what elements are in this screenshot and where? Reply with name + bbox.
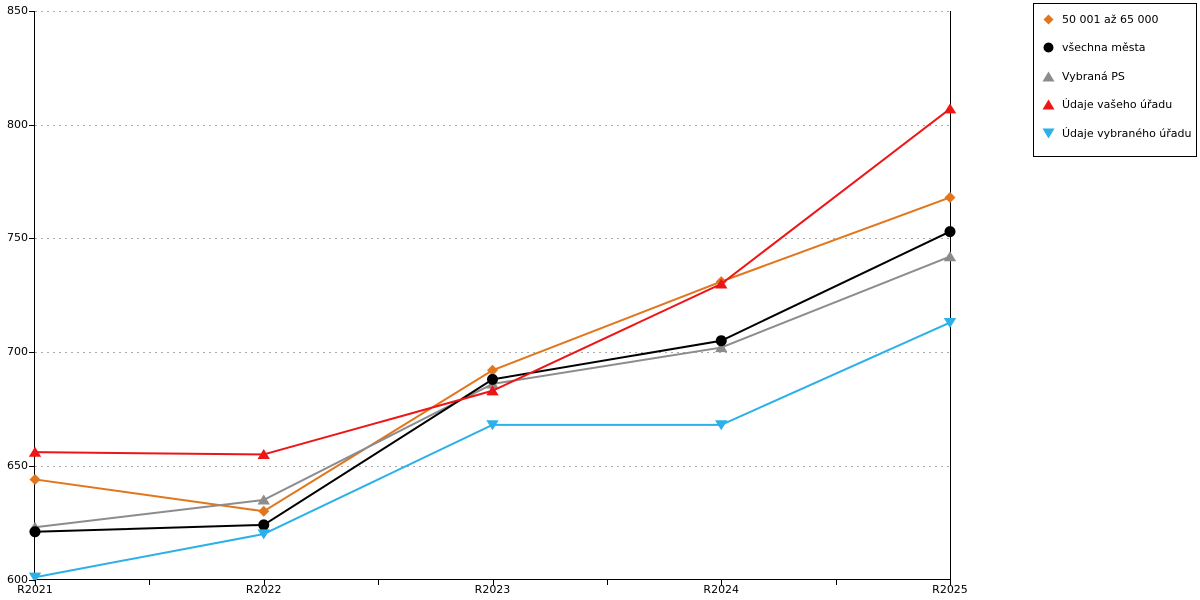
triangle-up-marker-icon [1042, 71, 1055, 82]
data-point-marker [258, 505, 270, 517]
legend-item: 50 001 až 65 000 [1042, 5, 1196, 34]
legend-item: Údaje vašeho úřadu [1042, 91, 1196, 120]
data-point-marker [487, 373, 498, 385]
series-line [34, 321, 951, 579]
y-tick-label: 750 [7, 231, 28, 245]
legend-item-label: 50 001 až 65 000 [1062, 12, 1159, 26]
x-tick-mark [950, 580, 951, 585]
series-50-001-až-65-000 [29, 191, 956, 517]
data-point-marker [715, 342, 728, 353]
x-tick-mark [378, 580, 379, 585]
diamond-marker-icon [1043, 14, 1054, 25]
legend-item-label: Údaje vybraného úřadu [1062, 126, 1192, 140]
series-údaje-vybraného-úřadu [28, 317, 957, 583]
y-tick-label: 850 [7, 4, 28, 17]
triangle-down-marker-icon [1042, 128, 1055, 139]
data-point-marker [486, 420, 499, 431]
series-line [34, 196, 951, 513]
legend: 50 001 až 65 000 všechna města Vybraná PS Ú… [1033, 3, 1197, 157]
x-tick-label: R2025 [932, 583, 968, 596]
data-point-marker [944, 191, 956, 203]
x-tick-label: R2024 [703, 583, 740, 596]
plot-area [28, 11, 957, 583]
y-tick-mark [29, 580, 35, 581]
data-point-marker [943, 317, 957, 328]
legend-item-label: Údaje vašeho úřadu [1062, 98, 1173, 112]
data-point-marker [487, 364, 498, 376]
data-point-marker [943, 103, 957, 114]
data-point-marker [943, 251, 957, 262]
legend-item: Údaje vybraného úřadu [1042, 119, 1196, 148]
series-údaje-vašeho-úřadu [28, 103, 957, 460]
series-line [34, 107, 951, 456]
data-point-marker [486, 385, 499, 396]
data-point-marker [715, 335, 727, 347]
data-point-marker [257, 529, 270, 540]
y-tick-label: 700 [7, 345, 28, 359]
x-tick-label: R2022 [245, 583, 282, 596]
x-tick-mark [607, 580, 608, 585]
data-point-marker [715, 420, 728, 431]
x-tick-mark [721, 580, 722, 585]
x-tick-label: R2023 [474, 583, 511, 596]
legend-item-label: Vybraná PS [1062, 69, 1125, 83]
circle-marker-icon [1043, 42, 1054, 53]
y-tick-label: 600 [7, 572, 28, 586]
y-tick-mark [29, 352, 35, 353]
y-tick-mark [29, 11, 35, 12]
data-point-marker [28, 572, 42, 583]
chart-canvas [28, 11, 957, 583]
data-point-marker [715, 278, 728, 289]
series-všechna-města [29, 226, 956, 538]
x-tick-mark [836, 580, 837, 585]
data-point-marker [257, 449, 270, 460]
x-tick-mark [149, 580, 150, 585]
y-tick-mark [29, 125, 35, 126]
x-tick-mark [264, 580, 265, 585]
x-tick-mark [493, 580, 494, 585]
legend-item: Vybraná PS [1042, 62, 1196, 91]
data-point-marker [29, 473, 41, 485]
triangle-up-marker-icon [1042, 99, 1055, 110]
legend-item-label: všechna města [1062, 41, 1146, 55]
x-tick-mark [35, 580, 36, 585]
data-point-marker [944, 226, 956, 238]
y-tick-mark [29, 466, 35, 467]
y-tick-label: 650 [7, 458, 28, 472]
data-point-marker [28, 446, 42, 457]
data-point-marker [29, 526, 41, 538]
data-point-marker [257, 494, 270, 505]
y-tick-label: 800 [7, 117, 28, 131]
legend-item: všechna města [1042, 34, 1196, 63]
data-point-marker [258, 519, 270, 531]
y-tick-mark [29, 238, 35, 239]
x-tick-label: R2021 [17, 583, 53, 596]
